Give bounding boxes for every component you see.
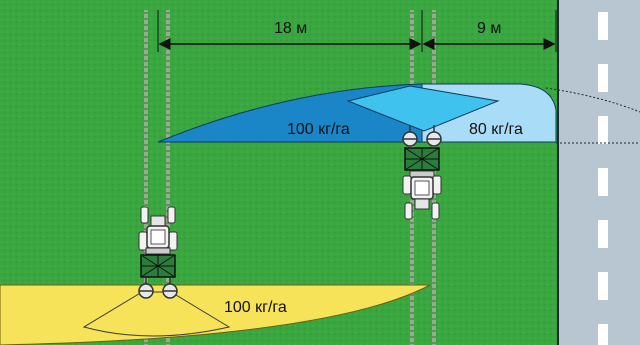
tractor-body-icon [138, 206, 178, 255]
road [557, 0, 640, 345]
spread-zone-blue [157, 83, 423, 143]
spread-fan [346, 85, 500, 132]
bottom-spread-pattern: 100 кг/га [0, 284, 431, 345]
tractor-bottom [138, 206, 178, 299]
dimension-lines: 18 м 9 м [157, 10, 557, 52]
spreader-hopper-icon [140, 254, 176, 278]
tractor-body-icon [402, 170, 442, 220]
right-width-label: 9 м [477, 20, 501, 37]
border-spread-dotted-curve [545, 87, 640, 113]
light-rate-label: 80 кг/га [469, 121, 523, 138]
blue-rate-label: 100 кг/га [287, 121, 350, 138]
spreader-discs-icon [402, 125, 442, 147]
spreader-discs-icon [138, 278, 178, 299]
tractor-top [402, 125, 442, 220]
road-center-dashes [598, 12, 608, 345]
spread-fan-bottom [82, 291, 231, 337]
left-width-label: 18 м [274, 20, 307, 37]
yellow-rate-label: 100 кг/га [224, 299, 287, 316]
top-spread-pattern: 100 кг/га 80 кг/га [157, 83, 640, 144]
spreader-hopper-icon [404, 147, 440, 171]
